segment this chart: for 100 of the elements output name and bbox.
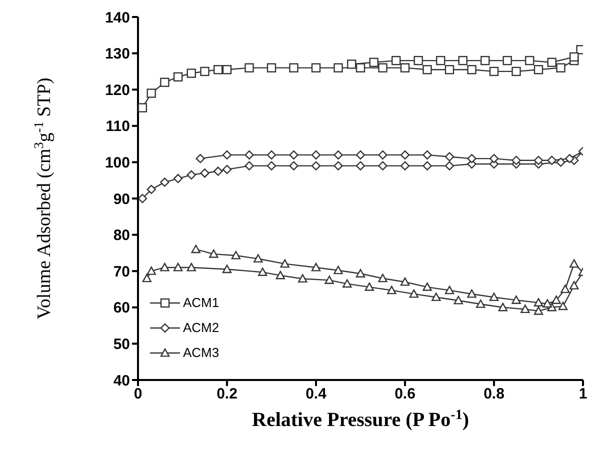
point <box>244 150 254 160</box>
point <box>476 300 486 308</box>
point <box>547 58 556 67</box>
point <box>160 78 170 87</box>
x-tick-label: 0.2 <box>216 386 238 403</box>
point <box>489 154 499 164</box>
point <box>258 268 268 276</box>
point <box>214 65 223 74</box>
point <box>186 170 196 180</box>
y-tick-label: 100 <box>104 154 130 172</box>
point <box>560 284 570 294</box>
point <box>356 63 366 72</box>
y-tick-label: 40 <box>113 372 130 390</box>
point <box>222 65 232 74</box>
point <box>222 164 232 174</box>
point <box>502 56 512 66</box>
y-tick-label: 70 <box>113 263 130 280</box>
y-tick-label: 90 <box>113 190 130 208</box>
point <box>311 262 321 272</box>
point <box>334 266 343 274</box>
point <box>160 262 170 272</box>
legend-label: ACM1 <box>183 295 220 310</box>
point <box>480 56 490 66</box>
x-tick-label: 0.4 <box>306 386 328 403</box>
point <box>444 161 454 170</box>
point <box>191 244 200 254</box>
point <box>200 168 210 178</box>
x-tick-label: 0.8 <box>484 386 504 403</box>
point <box>342 279 352 288</box>
point <box>356 161 366 170</box>
point <box>556 158 566 167</box>
point <box>214 166 223 176</box>
point <box>334 150 343 160</box>
point <box>186 68 196 78</box>
point <box>556 63 566 72</box>
point <box>432 292 441 302</box>
point <box>146 88 156 98</box>
point <box>422 161 432 170</box>
x-tick-label: 0.6 <box>394 386 416 403</box>
y-tick-label: 60 <box>113 300 130 317</box>
point <box>436 56 446 66</box>
point <box>311 63 321 72</box>
point <box>289 161 298 170</box>
point <box>512 66 521 76</box>
point <box>409 289 418 298</box>
point <box>498 302 508 312</box>
point <box>565 154 574 164</box>
point <box>138 194 148 204</box>
point <box>364 282 374 291</box>
point <box>369 58 378 67</box>
point <box>173 262 183 272</box>
point <box>347 60 356 69</box>
point <box>222 264 232 274</box>
point <box>311 161 321 170</box>
y-tick-label: 110 <box>106 118 130 136</box>
point <box>356 269 366 278</box>
x-tick-label: 0 <box>134 386 142 403</box>
point <box>422 282 432 291</box>
point <box>512 296 521 304</box>
point <box>400 150 410 160</box>
point <box>512 156 521 165</box>
point <box>534 156 544 165</box>
point <box>209 249 218 258</box>
point <box>378 161 388 170</box>
y-tick-label: 80 <box>113 227 130 244</box>
point <box>334 63 343 72</box>
point <box>244 63 254 72</box>
point <box>254 254 263 263</box>
point <box>570 281 579 290</box>
point <box>467 65 476 74</box>
y-tick-label: 120 <box>104 82 130 99</box>
point <box>222 150 232 160</box>
point <box>444 65 454 74</box>
point <box>467 289 476 298</box>
point <box>196 154 205 164</box>
point <box>142 274 152 282</box>
point <box>146 266 156 275</box>
point <box>356 150 366 160</box>
point <box>400 277 410 286</box>
point <box>334 161 343 170</box>
point <box>570 52 579 62</box>
y-tick-label: 130 <box>104 46 130 63</box>
y-tick-label: 50 <box>113 336 130 354</box>
point <box>266 150 276 160</box>
point <box>542 299 552 308</box>
point <box>392 56 401 66</box>
point <box>378 150 388 160</box>
legend-label: ACM2 <box>183 320 220 335</box>
point <box>414 56 423 66</box>
x-axis-title: Relative Pressure (P Po$^{-1}$) <box>252 408 469 431</box>
point <box>173 174 183 184</box>
point <box>558 302 568 310</box>
point <box>289 150 298 160</box>
point <box>298 274 308 283</box>
point <box>422 65 432 74</box>
point <box>138 103 148 112</box>
point <box>458 56 468 66</box>
point <box>534 65 544 74</box>
point <box>266 161 276 170</box>
legend-label: ACM3 <box>183 345 220 360</box>
